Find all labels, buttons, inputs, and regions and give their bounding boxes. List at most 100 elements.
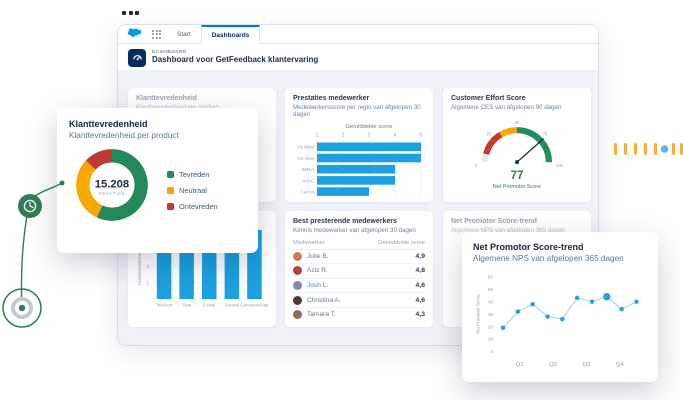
app-launcher-icon[interactable] [152, 29, 161, 39]
table-row: Josh L. 4,6 [293, 279, 425, 294]
employee-score: 4,8 [415, 267, 425, 275]
svg-text:Q1: Q1 [516, 362, 524, 368]
card-title: Klanttevredenheid [136, 95, 198, 102]
employee-name: Christina A. [307, 296, 341, 304]
overlay-subtitle: Klanttevredenheid per product [69, 131, 179, 140]
legend-item: Neutraal [167, 186, 218, 195]
card-subtitle: Medewerkersscore per regio van afgelopen… [293, 103, 421, 118]
employee-score: 4,9 [415, 252, 425, 260]
nps-trend-line-chart: Net Promotor Score 0 10 20 30 40 50 60 Q1 Q2 Q3 Q4 [475, 275, 639, 368]
svg-text:3: 3 [368, 132, 371, 138]
card-title: Net Promotor Score-trend [451, 218, 537, 225]
svg-text:50: 50 [515, 119, 520, 124]
table-row: Aziz R. 4,8 [293, 264, 425, 279]
employee-table: Julie B. 4,9 Aziz R. 4,8 Josh L. 4,6 Christina… [293, 250, 425, 323]
employee-name: Aziz R. [307, 267, 328, 275]
svg-text:30: 30 [488, 312, 494, 318]
column-score: Gemiddelde score [377, 239, 425, 246]
column-medewerker: Medewerker [293, 239, 325, 246]
svg-text:LatAm: LatAm [301, 189, 314, 194]
employee-score: 4,6 [415, 296, 425, 304]
svg-text:Telefoon: Telefoon [156, 303, 173, 308]
svg-text:4: 4 [394, 132, 397, 138]
connector-dot [59, 180, 65, 186]
svg-text:15.208: 15.208 [95, 179, 129, 191]
card-subtitle: Algemene NPS van afgelopen 365 dagen [451, 226, 565, 234]
card-employee-performance: Prestaties medewerker Medewerkersscore p… [285, 88, 433, 202]
svg-text:VS Oost: VS Oost [297, 155, 315, 160]
card-title: Best presterende medewerkers [293, 218, 397, 225]
legend-label: Ontevreden [179, 201, 218, 211]
svg-text:Gemiddelde score: Gemiddelde score [345, 124, 392, 130]
svg-text:1: 1 [316, 132, 319, 138]
donut-legend: Tevreden Neutraal Ontevreden [167, 170, 218, 211]
ces-gauge-chart: 0 25 50 75 100 77 Net Promotor Score [475, 119, 564, 189]
decorative-dashes [614, 143, 683, 155]
svg-text:Net Promotor Score: Net Promotor Score [475, 294, 480, 334]
svg-text:REACTIES: REACTIES [99, 191, 125, 196]
employee-name: Josh L. [307, 281, 329, 289]
legend-swatch [167, 202, 174, 210]
overlay-title: Net Promotor Score-trend [473, 242, 584, 252]
svg-text:20: 20 [488, 324, 494, 330]
overlay-satisfaction-card: Klanttevredenheid Klanttevredenheid per … [57, 108, 258, 253]
tab-dashboards[interactable]: Dashboards [200, 24, 261, 44]
tab-start[interactable]: Start [177, 30, 191, 38]
svg-text:2: 2 [146, 264, 149, 270]
card-subtitle: Klanttevredenheid per product [136, 103, 219, 111]
table-row: Julie B. 4,9 [293, 250, 425, 265]
employee-score: 4,3 [415, 311, 425, 319]
svg-text:0: 0 [491, 349, 494, 355]
svg-text:APAC: APAC [302, 178, 315, 183]
legend-item: Ontevreden [167, 202, 218, 211]
card-subtitle: Kennis medewerker van afgelopen 30 dagen [293, 226, 416, 234]
svg-text:Klanttevredenheid: Klanttevredenheid [137, 249, 142, 285]
window-dots[interactable] [122, 11, 139, 15]
svg-text:100: 100 [556, 162, 564, 167]
employee-name: Tamara T. [307, 311, 336, 319]
svg-text:60: 60 [488, 275, 494, 281]
avatar [293, 280, 302, 290]
avatar [293, 295, 302, 305]
overlay-title: Klanttevredenheid [69, 119, 148, 129]
svg-text:77: 77 [511, 169, 524, 181]
header-eyebrow: DASHBOARD [152, 49, 187, 55]
card-title: Prestaties medewerker [293, 95, 370, 102]
target-icon [2, 288, 42, 328]
svg-text:10: 10 [488, 337, 494, 343]
svg-text:Net Promotor Score: Net Promotor Score [493, 183, 541, 189]
card-title: Customer Effort Score [451, 95, 526, 102]
decorative-connector [2, 180, 65, 328]
svg-text:25: 25 [487, 131, 492, 136]
avatar [293, 266, 302, 276]
svg-text:Gemeenschap: Gemeenschap [240, 303, 268, 308]
page-title: Dashboard voor GetFeedback klantervaring [152, 55, 319, 65]
overlay-nps-card: Net Promotor Score-trend Algemene NPS va… [462, 232, 658, 382]
tab-bar: Start Dashboards [118, 24, 598, 44]
svg-text:2: 2 [342, 132, 345, 138]
svg-text:50: 50 [488, 287, 494, 293]
legend-label: Neutraal [179, 185, 207, 195]
svg-text:75: 75 [543, 131, 548, 136]
salesforce-logo-icon [127, 28, 142, 37]
svg-text:1: 1 [146, 280, 149, 286]
table-row: Tamara T. 4,3 [293, 308, 425, 323]
decorative-blue-dot [660, 145, 669, 153]
avatar [293, 251, 302, 261]
clock-icon [18, 194, 42, 218]
card-top-employees: Best presterende medewerkers Kennis mede… [285, 211, 433, 327]
svg-text:VS West: VS West [297, 144, 316, 149]
employee-score: 4,6 [415, 281, 425, 289]
avatar [293, 310, 302, 320]
dashboard-gauge-icon [128, 48, 146, 67]
region-scores-bar-chart: Gemiddelde score 1 2 3 4 5 VS West VS Oost EMEA A… [297, 124, 423, 198]
svg-text:Sociaal: Sociaal [225, 303, 239, 308]
svg-text:5: 5 [420, 132, 423, 138]
svg-text:0: 0 [475, 162, 478, 167]
table-row: Christina A. 4,6 [293, 293, 425, 308]
table-header: Medewerker Gemiddelde score [293, 240, 425, 250]
legend-item: Tevreden [167, 170, 218, 179]
svg-text:40: 40 [488, 299, 494, 305]
